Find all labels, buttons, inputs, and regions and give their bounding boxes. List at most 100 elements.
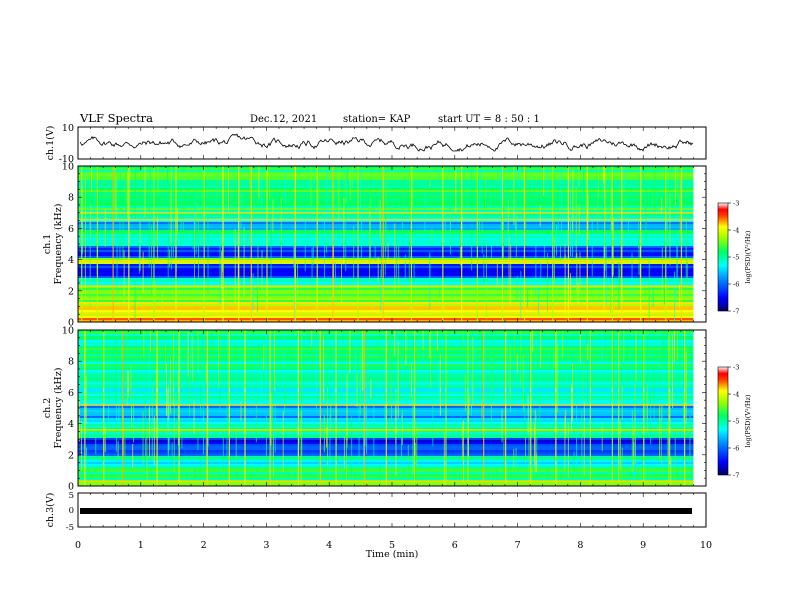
spectrogram-streak [514,166,516,191]
spectrogram-streak [528,423,530,482]
spectrogram-streak [104,208,106,247]
spectrogram-streak [282,411,284,473]
spectrogram-streak [269,166,270,200]
spectrogram-streak [234,166,236,208]
ch2-spectrogram-ytick-label: 6 [68,388,74,399]
spectrogram-streak [169,249,171,267]
spectrogram-streak [355,346,357,407]
ch3-ytick-top: 5 [69,491,74,501]
spectrogram-streak [270,214,272,285]
ch2-colorbar-ticks: -3 -4 -5 -6 -7 [728,364,739,480]
spectrogram-streak [133,390,134,443]
spectrogram-streak [483,253,485,283]
spectrogram-streak [351,166,353,189]
spectrogram-burst [476,166,478,322]
spectrogram-streak [438,361,440,405]
spectrogram-burst [589,330,592,486]
spectrogram-streak [578,166,580,187]
spectrogram-streak [431,228,433,246]
colorbar-tick-label: -7 [733,308,739,316]
spectrogram-streak [573,451,575,473]
spectrogram-streak [142,251,144,293]
spectrogram-streak [411,166,413,207]
spectrogram-streak [554,173,555,238]
spectrogram-streak [326,427,328,448]
spectrogram-row [78,282,694,284]
spectrogram-streak [346,372,348,441]
spectrogram-streak [370,379,372,399]
spectrogram-burst [385,330,387,486]
spectrogram-streak [173,396,175,473]
ch3-trace-band [80,508,692,514]
spectrogram-streak [443,432,445,486]
ch1-ytick-top: 10 [62,123,74,134]
spectrogram-streak [484,172,486,208]
spectrogram-burst [668,330,670,486]
spectrogram-streak [390,332,392,405]
spectrogram-streak [672,333,674,408]
spectrogram-streak [404,254,406,291]
spectrogram-streak [221,232,223,272]
spectrogram-streak [534,423,536,467]
spectrogram-streak [663,278,665,305]
colorbar-tick-label: -6 [733,281,739,289]
ch1-spectrogram-ytick-label: 4 [68,255,74,266]
spectrogram-streak [150,172,151,194]
spectrogram-row [78,288,694,290]
spectrogram-streak [217,176,219,218]
spectrogram-burst [294,166,296,322]
spectrogram-streak [84,177,86,243]
spectrogram-line [78,429,694,431]
spectrogram-streak [490,347,492,424]
spectrogram-streak [621,447,623,486]
spectrogram-streak [144,166,146,218]
spectrogram-streak [674,166,676,205]
spectrogram-streak [635,417,636,477]
spectrogram-streak [547,252,548,313]
spectrogram-streak [326,236,328,253]
spectrogram-streak [359,351,361,415]
spectrogram-burst [382,166,384,322]
spectrogram-streak [370,194,371,262]
spectrogram-streak [461,422,463,462]
spectrogram-row [78,318,694,320]
ch1-waveform-ylabel: ch.1(V) [45,126,56,161]
spectrogram-streak [301,330,302,391]
spectrogram-streak [514,330,516,360]
spectrogram-streak [631,410,633,473]
spectrogram-streak [532,330,534,352]
spectrogram-streak [604,214,606,281]
spectrogram-streak [412,396,414,474]
spectrogram-streak [389,340,391,384]
spectrogram-streak [79,352,81,369]
spectrogram-streak [481,330,483,358]
spectrogram-streak [285,166,286,205]
spectrogram-streak [496,264,498,287]
spectrogram-streak [274,330,276,391]
spectrogram-streak [543,233,545,258]
spectrogram-streak [114,166,116,200]
time-axis-tick-label: 1 [138,540,144,551]
time-axis-tick-label: 5 [389,540,395,551]
spectrogram-streak [255,396,257,443]
spectrogram-streak [280,197,282,264]
spectrogram-streak [170,243,172,270]
spectrogram-streak [534,409,536,472]
ch2-colorbar-label: log(PSD)(V²/Hz) [744,394,752,447]
spectrogram-streak [149,330,151,353]
spectrogram-streak [356,372,358,408]
spectrogram-streak [200,457,202,477]
spectrogram-burst [413,330,416,486]
spectrogram-streak [604,166,606,222]
spectrogram-streak [666,195,668,232]
ch3-ytick-bottom: -5 [66,523,74,533]
spectrogram-streak [205,364,207,381]
spectrogram-streak [612,218,614,276]
spectrogram-streak [492,355,494,393]
spectrogram-streak [346,338,348,382]
spectrogram-streak [575,186,577,259]
spectrogram-streak [273,434,274,477]
spectrogram-streak [271,395,273,471]
spectrogram-streak [261,249,263,291]
spectrogram-streak [474,332,476,360]
